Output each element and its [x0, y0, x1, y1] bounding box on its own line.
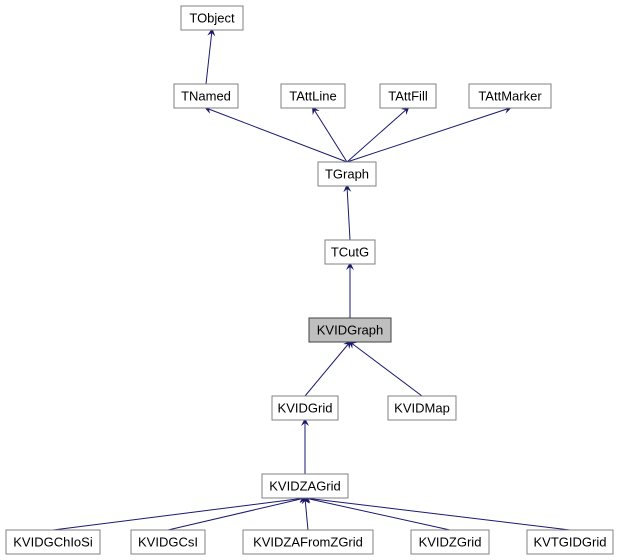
- class-node[interactable]: KVIDGChIoSi: [6, 530, 100, 554]
- class-node-label: KVIDGraph: [317, 322, 383, 337]
- edge: [347, 186, 350, 240]
- edge: [206, 30, 212, 84]
- edge: [313, 108, 347, 162]
- class-node-label: KVIDGrid: [278, 400, 333, 415]
- class-node[interactable]: TCutG: [325, 240, 375, 264]
- class-node-label: KVIDGChIoSi: [13, 534, 93, 549]
- class-node[interactable]: TAttMarker: [469, 84, 551, 108]
- class-node-label: TAttMarker: [478, 88, 542, 103]
- class-node-label: KVTGIDGrid: [534, 534, 607, 549]
- edge: [305, 498, 450, 530]
- class-node[interactable]: TObject: [181, 6, 243, 30]
- inheritance-diagram: TObject TNamed TAttLine TAttFill TAttMarker T…: [0, 0, 627, 560]
- class-node[interactable]: KVIDGCsI: [131, 530, 205, 554]
- class-node[interactable]: KVIDGraph: [309, 318, 391, 342]
- edge: [53, 498, 305, 530]
- class-node-label: TNamed: [181, 88, 231, 103]
- edge: [168, 498, 305, 530]
- class-node-label: KVIDGCsI: [138, 534, 198, 549]
- class-node[interactable]: KVIDZAFromZGrid: [243, 530, 373, 554]
- class-node[interactable]: TNamed: [174, 84, 238, 108]
- edge: [305, 498, 570, 530]
- class-node-label: TGraph: [325, 166, 369, 181]
- class-node[interactable]: KVIDMap: [388, 396, 456, 420]
- edge: [305, 342, 350, 396]
- class-node-label: TCutG: [331, 244, 369, 259]
- class-node-label: TObject: [189, 10, 235, 25]
- class-node[interactable]: TAttFill: [380, 84, 436, 108]
- class-node[interactable]: KVIDGrid: [272, 396, 338, 420]
- edge: [206, 108, 347, 162]
- edge: [347, 108, 408, 162]
- edge: [347, 108, 510, 162]
- class-node-label: TAttFill: [388, 88, 428, 103]
- class-node[interactable]: TGraph: [318, 162, 376, 186]
- class-node[interactable]: KVIDZAGrid: [262, 474, 348, 498]
- class-node-label: KVIDZGrid: [419, 534, 482, 549]
- class-node-label: KVIDZAGrid: [269, 478, 341, 493]
- nodes-layer: TObject TNamed TAttLine TAttFill TAttMarker T…: [6, 6, 613, 554]
- class-node[interactable]: TAttLine: [281, 84, 345, 108]
- edge: [350, 342, 422, 396]
- class-node[interactable]: KVTGIDGrid: [527, 530, 613, 554]
- class-node[interactable]: KVIDZGrid: [411, 530, 489, 554]
- edge: [305, 498, 308, 530]
- class-node-label: KVIDMap: [394, 400, 450, 415]
- class-node-label: KVIDZAFromZGrid: [253, 534, 363, 549]
- class-node-label: TAttLine: [289, 88, 336, 103]
